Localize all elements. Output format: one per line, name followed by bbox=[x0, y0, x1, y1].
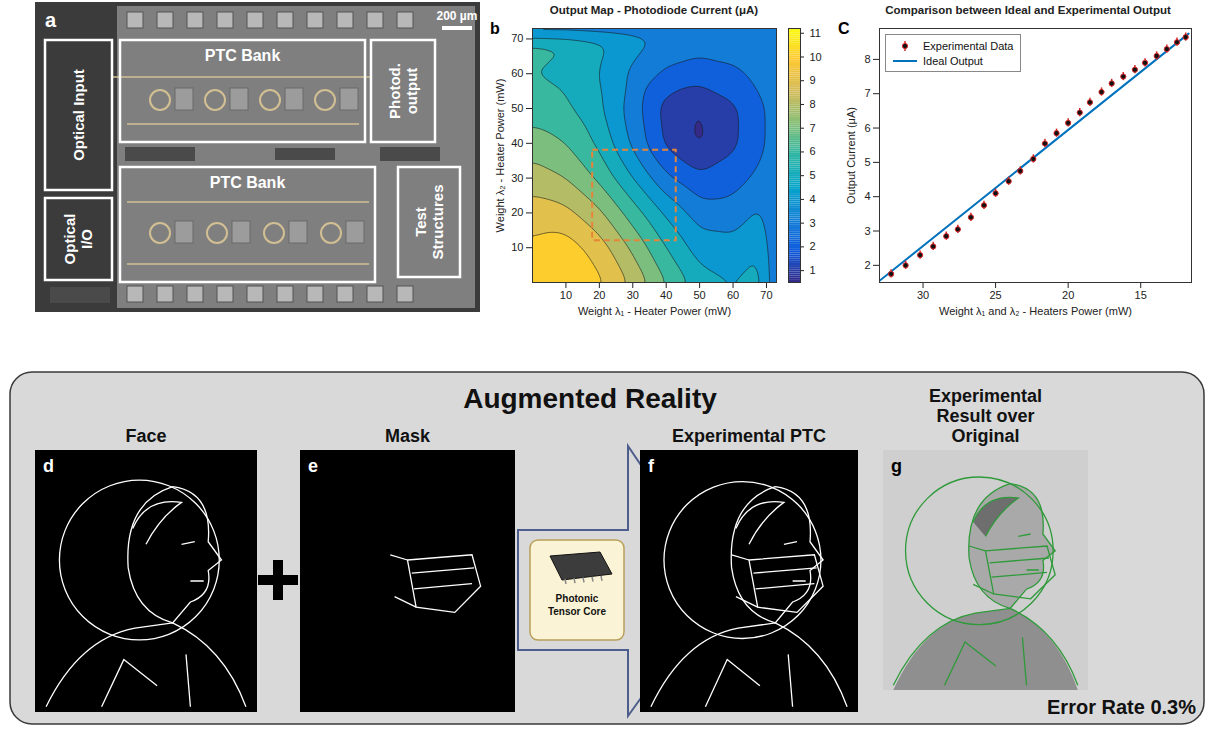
svg-text:30: 30 bbox=[917, 289, 929, 301]
svg-text:PTC Bank: PTC Bank bbox=[205, 47, 281, 64]
html-text:Experimental Data: Experimental Data bbox=[923, 39, 1014, 52]
svg-text:10: 10 bbox=[810, 51, 822, 63]
svg-text:70: 70 bbox=[760, 289, 772, 301]
html-text:C: C bbox=[838, 20, 850, 37]
svg-text:40: 40 bbox=[660, 289, 672, 301]
svg-text:Experimental: Experimental bbox=[929, 386, 1042, 406]
html-text:Ideal Output: Ideal Output bbox=[923, 54, 983, 67]
svg-text:g: g bbox=[891, 456, 902, 476]
svg-text:11: 11 bbox=[810, 27, 821, 39]
svg-text:Weight λ₂ - Heater Power (mW): Weight λ₂ - Heater Power (mW) bbox=[494, 79, 506, 233]
svg-text:60: 60 bbox=[727, 289, 739, 301]
svg-text:8: 8 bbox=[864, 53, 870, 65]
svg-text:15: 15 bbox=[1135, 289, 1147, 301]
svg-text:5: 5 bbox=[864, 156, 870, 168]
svg-text:Mask: Mask bbox=[385, 426, 431, 446]
svg-text:10: 10 bbox=[511, 241, 523, 253]
svg-text:30: 30 bbox=[511, 172, 523, 184]
svg-text:9: 9 bbox=[810, 74, 816, 86]
svg-text:I/O: I/O bbox=[78, 229, 95, 249]
svg-text:a: a bbox=[45, 9, 57, 31]
svg-text:Test: Test bbox=[412, 207, 429, 237]
svg-text:8: 8 bbox=[810, 98, 816, 110]
svg-text:50: 50 bbox=[693, 289, 705, 301]
svg-text:60: 60 bbox=[511, 67, 523, 79]
svg-text:Structures: Structures bbox=[429, 184, 446, 259]
svg-text:25: 25 bbox=[989, 289, 1001, 301]
svg-text:Weight λ₁ and λ₂ - Heaters Pow: Weight λ₁ and λ₂ - Heaters Power (mW) bbox=[939, 305, 1132, 317]
svg-text:d: d bbox=[43, 456, 54, 476]
svg-text:5: 5 bbox=[810, 169, 816, 181]
svg-text:2: 2 bbox=[810, 240, 816, 252]
svg-text:50: 50 bbox=[511, 102, 523, 114]
svg-text:40: 40 bbox=[511, 137, 523, 149]
svg-text:10: 10 bbox=[560, 289, 572, 301]
svg-text:Weight λ₁ - Heater Power (mW): Weight λ₁ - Heater Power (mW) bbox=[578, 305, 731, 317]
svg-text:Output Current (μA): Output Current (μA) bbox=[845, 107, 857, 204]
svg-text:6: 6 bbox=[810, 145, 816, 157]
svg-text:Original: Original bbox=[951, 426, 1019, 446]
svg-text:PTC Bank: PTC Bank bbox=[210, 174, 286, 191]
svg-text:20: 20 bbox=[1062, 289, 1074, 301]
svg-text:Augmented Reality: Augmented Reality bbox=[463, 383, 717, 414]
svg-text:2: 2 bbox=[864, 259, 870, 271]
svg-text:1: 1 bbox=[810, 264, 816, 276]
svg-text:output: output bbox=[403, 68, 420, 115]
svg-text:7: 7 bbox=[864, 87, 870, 99]
svg-text:7: 7 bbox=[810, 122, 816, 134]
svg-text:3: 3 bbox=[810, 217, 816, 229]
svg-text:6: 6 bbox=[864, 122, 870, 134]
svg-text:4: 4 bbox=[864, 190, 870, 202]
svg-text:f: f bbox=[648, 456, 655, 476]
html-text:Comparison between Ideal and E: Comparison between Ideal and Experimenta… bbox=[885, 4, 1171, 16]
svg-text:20: 20 bbox=[511, 206, 523, 218]
svg-text:70: 70 bbox=[511, 32, 523, 44]
html-text:b: b bbox=[490, 20, 500, 37]
svg-text:20: 20 bbox=[593, 289, 605, 301]
svg-text:Result over: Result over bbox=[936, 406, 1034, 426]
svg-text:Face: Face bbox=[125, 426, 166, 446]
svg-text:Tensor Core: Tensor Core bbox=[548, 606, 607, 617]
svg-text:4: 4 bbox=[810, 193, 816, 205]
svg-text:Photonic: Photonic bbox=[556, 593, 599, 604]
svg-text:Experimental PTC: Experimental PTC bbox=[672, 426, 826, 446]
svg-text:Optical Input: Optical Input bbox=[70, 69, 87, 161]
html-text:Output Map - Photodiode Curren: Output Map - Photodiode Current (μA) bbox=[549, 4, 759, 16]
svg-text:30: 30 bbox=[627, 289, 639, 301]
svg-text:Error Rate 0.3%: Error Rate 0.3% bbox=[1047, 696, 1196, 718]
svg-text:3: 3 bbox=[864, 225, 870, 237]
svg-text:Photod.: Photod. bbox=[386, 63, 403, 119]
svg-text:200 µm: 200 µm bbox=[437, 9, 478, 23]
svg-text:e: e bbox=[308, 456, 318, 476]
svg-text:Optical: Optical bbox=[61, 214, 78, 265]
